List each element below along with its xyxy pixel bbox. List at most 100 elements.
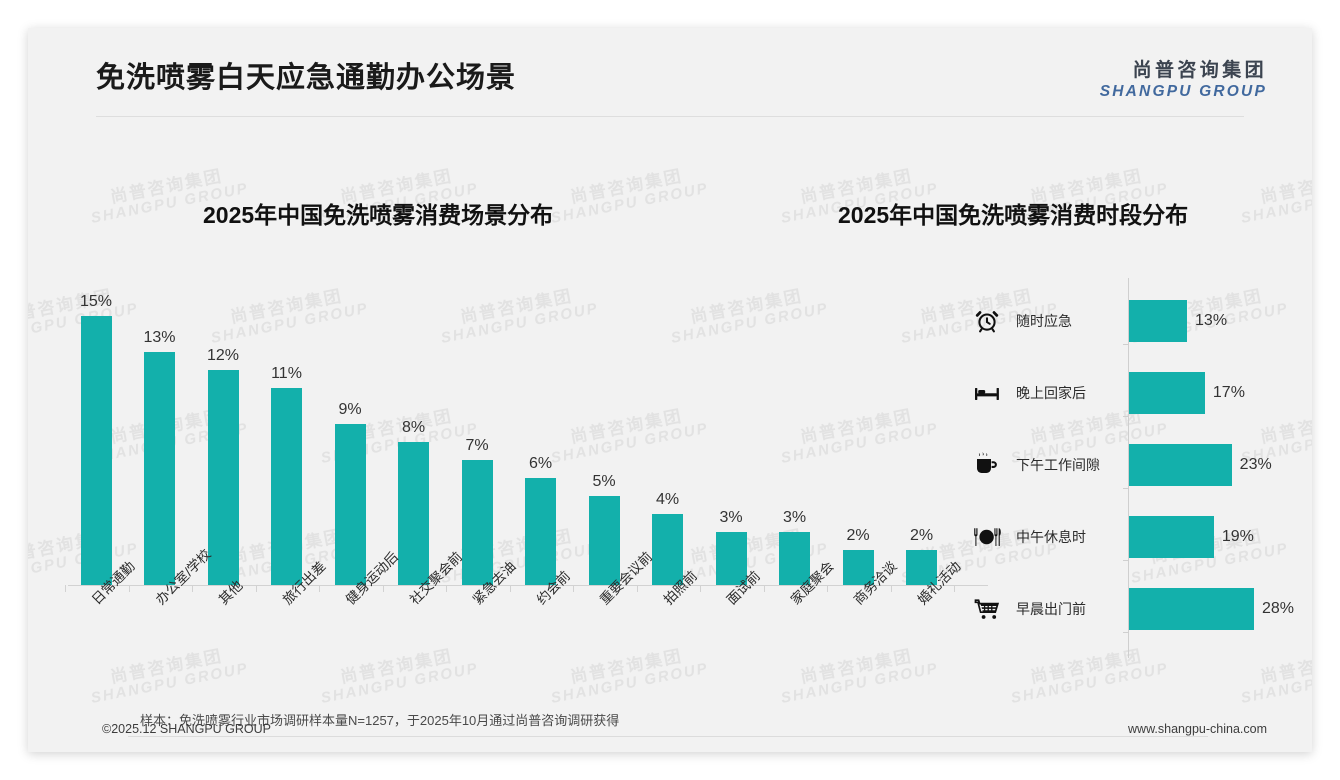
bar-column[interactable]: 3% bbox=[764, 278, 826, 586]
slide-header: 免洗喷雾白天应急通勤办公场景 尚普咨询集团 SHANGPU GROUP bbox=[28, 28, 1312, 118]
bar-column[interactable]: 8% bbox=[383, 278, 445, 586]
bar-column[interactable]: 12% bbox=[192, 278, 254, 586]
bar-value-label: 5% bbox=[592, 473, 616, 490]
bar-column[interactable]: 2% bbox=[827, 278, 889, 586]
bar-rect[interactable] bbox=[1129, 588, 1254, 630]
bar-rect[interactable] bbox=[842, 550, 874, 586]
axis-tick bbox=[255, 585, 257, 592]
dining-plate-icon bbox=[972, 522, 1002, 552]
right-chart-title: 2025年中国免洗喷雾消费时段分布 bbox=[838, 202, 1189, 228]
right-chart-axis-line bbox=[1128, 278, 1129, 658]
axis-tick bbox=[827, 585, 828, 592]
bar-rect[interactable] bbox=[398, 442, 429, 586]
bar-column[interactable]: 4% bbox=[637, 278, 699, 586]
bar-value-label: 28% bbox=[1262, 600, 1295, 617]
copyright-text: ©2025.12 SHANGPU GROUP bbox=[102, 722, 271, 736]
axis-tick bbox=[192, 585, 193, 592]
category-label: 中午休息时 bbox=[1016, 529, 1086, 545]
axis-tick bbox=[1123, 416, 1129, 417]
bar-column[interactable]: 15% bbox=[65, 278, 127, 586]
bar-value-label: 23% bbox=[1239, 456, 1272, 473]
bar-rect[interactable] bbox=[525, 478, 556, 586]
bar-rect[interactable] bbox=[1129, 444, 1232, 486]
bar-row[interactable]: 下午工作间隙 23% bbox=[958, 442, 1288, 488]
bar-column[interactable]: 11% bbox=[256, 278, 318, 586]
bar-value-label: 12% bbox=[206, 347, 240, 364]
axis-tick bbox=[700, 585, 701, 592]
bar-row[interactable]: 早晨出门前 28% bbox=[958, 586, 1294, 632]
left-chart-axis-line bbox=[68, 585, 988, 586]
bar-column[interactable]: 5% bbox=[573, 278, 635, 586]
header-divider bbox=[96, 116, 1244, 117]
slide-footer: ©2025.12 SHANGPU GROUP www.shangpu-china… bbox=[28, 710, 1312, 752]
brand-logo: 尚普咨询集团 SHANGPU GROUP bbox=[1100, 60, 1267, 101]
bar-column[interactable]: 3% bbox=[700, 278, 762, 586]
axis-tick bbox=[65, 585, 66, 592]
axis-tick bbox=[446, 585, 447, 592]
category-label: 下午工作间隙 bbox=[1016, 457, 1100, 473]
scene-distribution-chart: 15% 13% 12% 11% 9% 8% 7% 6% 5% 4% 3% 3% 2% 2% 日常通勤 办公室… bbox=[65, 278, 988, 678]
axis-tick bbox=[1123, 488, 1129, 489]
left-chart-title: 2025年中国免洗喷雾消费场景分布 bbox=[203, 202, 554, 228]
bed-icon bbox=[972, 378, 1002, 408]
time-distribution-chart: 随时应急 13% 晚上回家后 17% 下午工作间隙 23% 中午休息时 19% 早晨出门前 28% bbox=[958, 278, 1294, 678]
bar-value-label: 11% bbox=[271, 365, 302, 382]
footer-divider bbox=[128, 736, 1208, 737]
category-label: 晚上回家后 bbox=[1016, 385, 1086, 401]
axis-tick bbox=[382, 585, 384, 592]
bar-rect[interactable] bbox=[461, 460, 493, 586]
bar-column[interactable]: 2% bbox=[891, 278, 953, 586]
slide-card: 尚普咨询集团 SHANGPU GROUP 尚普咨询集团 SHANGPU GROUP 尚普… bbox=[28, 28, 1312, 752]
bar-value-label: 2% bbox=[909, 527, 934, 544]
bar-rect[interactable] bbox=[1129, 516, 1214, 558]
bar-value-label: 2% bbox=[846, 527, 870, 544]
axis-tick bbox=[1123, 632, 1129, 633]
bar-column[interactable]: 13% bbox=[129, 278, 191, 586]
website-link[interactable]: www.shangpu-china.com bbox=[1128, 722, 1267, 736]
bar-rect[interactable] bbox=[207, 370, 239, 586]
bar-rect[interactable] bbox=[715, 532, 747, 586]
axis-tick bbox=[128, 585, 130, 592]
bar-value-label: 6% bbox=[528, 455, 553, 472]
shopping-cart-icon bbox=[972, 594, 1002, 624]
bar-rect[interactable] bbox=[779, 532, 810, 586]
bar-rect[interactable] bbox=[80, 316, 112, 586]
bar-row[interactable]: 中午休息时 19% bbox=[958, 514, 1288, 560]
bar-value-label: 19% bbox=[1221, 528, 1254, 545]
bar-rect[interactable] bbox=[1129, 300, 1188, 342]
bar-rect[interactable] bbox=[334, 424, 366, 586]
bar-rect[interactable] bbox=[271, 388, 302, 586]
sample-note: 样本：免洗喷雾行业市场调研样本量N=1257，于2025年10月通过尚普咨询调研… bbox=[140, 713, 620, 728]
axis-tick bbox=[636, 585, 638, 592]
bar-row[interactable]: 晚上回家后 17% bbox=[958, 370, 1288, 416]
axis-tick bbox=[319, 585, 320, 592]
bar-value-label: 4% bbox=[655, 491, 680, 508]
logo-english-text: SHANGPU GROUP bbox=[1099, 82, 1267, 100]
category-label: 早晨出门前 bbox=[1016, 601, 1086, 617]
axis-tick bbox=[763, 585, 765, 592]
bar-rect[interactable] bbox=[652, 514, 683, 586]
bar-value-label: 7% bbox=[465, 437, 489, 454]
bar-value-label: 15% bbox=[79, 293, 113, 310]
bar-rect[interactable] bbox=[144, 352, 175, 586]
coffee-mug-icon bbox=[972, 450, 1002, 480]
bar-value-label: 13% bbox=[143, 329, 176, 346]
bar-rect[interactable] bbox=[906, 550, 937, 586]
bar-row[interactable]: 随时应急 13% bbox=[958, 298, 1288, 344]
bar-value-label: 17% bbox=[1212, 384, 1245, 401]
axis-tick bbox=[1123, 344, 1129, 345]
bar-value-label: 8% bbox=[401, 419, 426, 436]
bar-rect[interactable] bbox=[588, 496, 620, 586]
page-title: 免洗喷雾白天应急通勤办公场景 bbox=[96, 62, 517, 94]
left-chart-plot-area: 15% 13% 12% 11% 9% 8% 7% 6% 5% 4% 3% 3% 2% 2% bbox=[68, 278, 988, 586]
bar-column[interactable]: 9% bbox=[319, 278, 381, 586]
bar-column[interactable]: 6% bbox=[510, 278, 572, 586]
bar-column[interactable]: 7% bbox=[446, 278, 508, 586]
axis-tick bbox=[573, 585, 574, 592]
axis-tick bbox=[509, 585, 511, 592]
bar-value-label: 3% bbox=[782, 509, 807, 526]
bar-rect[interactable] bbox=[1129, 372, 1205, 414]
alarm-clock-icon bbox=[972, 306, 1002, 336]
